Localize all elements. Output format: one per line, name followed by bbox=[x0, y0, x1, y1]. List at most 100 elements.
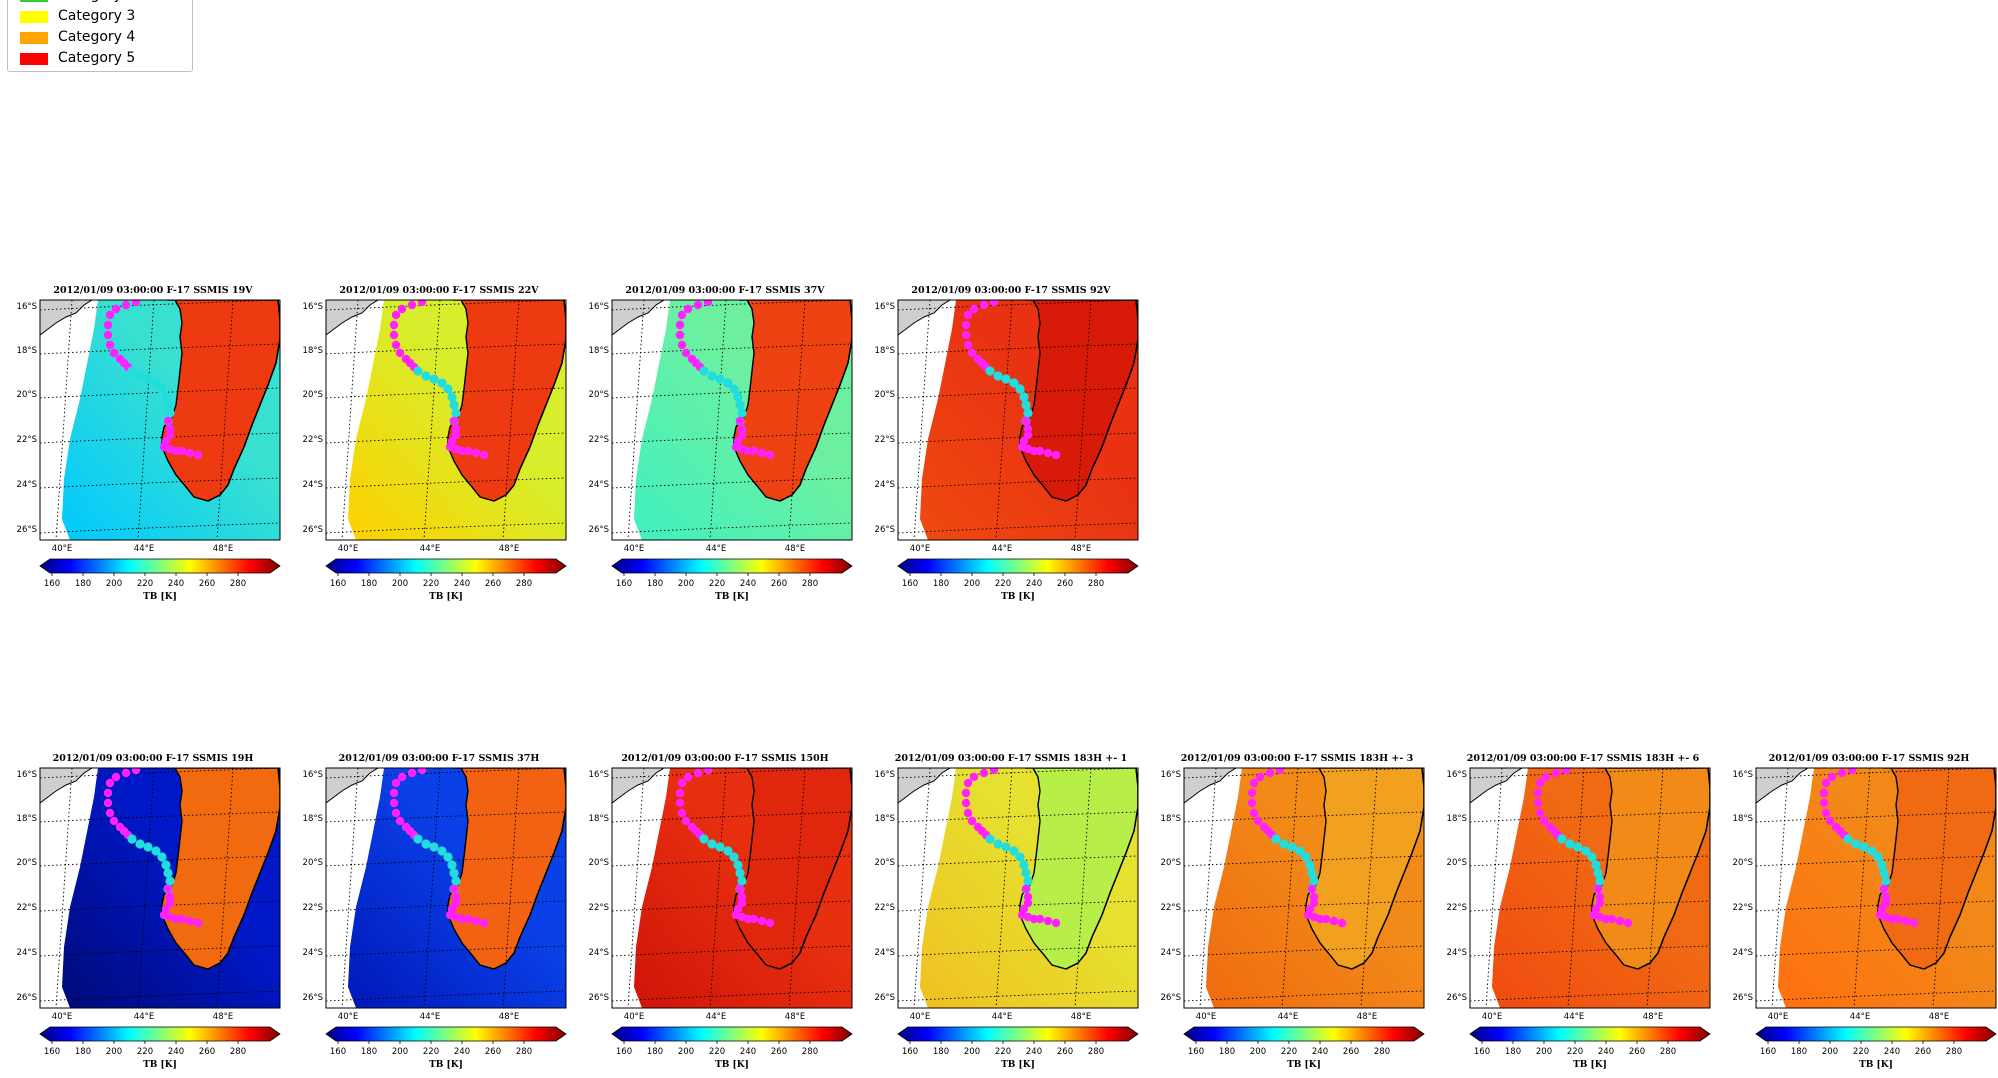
colorbar-tick-label: 280 bbox=[230, 1047, 246, 1057]
lat-label: 16°S bbox=[875, 302, 895, 312]
colorbar-label: TB [K] bbox=[143, 1060, 177, 1070]
lon-label: 44°E bbox=[1564, 1012, 1584, 1022]
lat-label: 26°S bbox=[303, 993, 323, 1003]
panel-title: 2012/01/09 03:00:00 F-17 SSMIS 183H +- 6 bbox=[1467, 753, 1700, 764]
legend-swatch bbox=[20, 0, 48, 2]
colorbar-tick-label: 220 bbox=[1281, 1047, 1297, 1057]
map-area bbox=[326, 768, 566, 1008]
map-area bbox=[326, 300, 566, 540]
lon-label: 40°E bbox=[910, 544, 930, 554]
category-legend: Category 2 Category 3 Category 4 Category 5 bbox=[7, 0, 193, 72]
panel-title: 2012/01/09 03:00:00 F-17 SSMIS 37H bbox=[339, 753, 540, 764]
lat-label: 26°S bbox=[17, 525, 37, 535]
lat-label: 22°S bbox=[1733, 903, 1753, 913]
legend-item: Category 2 bbox=[14, 0, 189, 4]
colorbar-tick-label: 280 bbox=[516, 1047, 532, 1057]
colorbar-tick-label: 200 bbox=[964, 579, 980, 589]
lon-label: 40°E bbox=[338, 544, 358, 554]
colorbar-tick-label: 280 bbox=[1660, 1047, 1676, 1057]
lon-label: 44°E bbox=[706, 544, 726, 554]
lat-label: 16°S bbox=[1733, 770, 1753, 780]
colorbar-tick-label: 260 bbox=[1629, 1047, 1645, 1057]
colorbar-tick-label: 160 bbox=[330, 1047, 346, 1057]
colorbar bbox=[39, 1026, 281, 1042]
map-panel-svg: 2012/01/09 03:00:00 F-17 SSMIS 183H +- 1… bbox=[875, 753, 1139, 1070]
lat-label: 20°S bbox=[17, 390, 37, 400]
legend-label: Category 4 bbox=[58, 29, 136, 45]
lon-label: 40°E bbox=[52, 544, 72, 554]
storm-track bbox=[1819, 768, 1919, 928]
lon-label: 40°E bbox=[910, 1012, 930, 1022]
lat-label: 24°S bbox=[17, 948, 37, 958]
map-panel: 2012/01/09 03:00:00 F-17 SSMIS 92H 16°S 18… bbox=[1726, 747, 1998, 1073]
lat-label: 26°S bbox=[875, 525, 895, 535]
storm-track bbox=[103, 768, 203, 928]
lat-label: 20°S bbox=[589, 858, 609, 868]
lat-label: 26°S bbox=[303, 525, 323, 535]
lat-label: 18°S bbox=[17, 814, 37, 824]
lat-label: 22°S bbox=[589, 435, 609, 445]
lat-label: 18°S bbox=[303, 814, 323, 824]
map-area bbox=[40, 768, 280, 1008]
panel-title: 2012/01/09 03:00:00 F-17 SSMIS 92H bbox=[1769, 753, 1970, 764]
colorbar-tick-label: 240 bbox=[740, 1047, 756, 1057]
map-area bbox=[898, 300, 1138, 540]
colorbar-label: TB [K] bbox=[715, 592, 749, 602]
lat-label: 24°S bbox=[1733, 948, 1753, 958]
colorbar-tick-label: 240 bbox=[1312, 1047, 1328, 1057]
legend-label: Category 5 bbox=[58, 50, 136, 66]
legend-item: Category 4 bbox=[14, 29, 189, 46]
lat-label: 20°S bbox=[303, 858, 323, 868]
colorbar-tick-label: 160 bbox=[1188, 1047, 1204, 1057]
lon-label: 48°E bbox=[1357, 1012, 1377, 1022]
lat-label: 18°S bbox=[1733, 814, 1753, 824]
map-area bbox=[40, 300, 280, 540]
colorbar-tick-label: 200 bbox=[1536, 1047, 1552, 1057]
lat-label: 24°S bbox=[17, 480, 37, 490]
colorbar-tick-label: 200 bbox=[106, 1047, 122, 1057]
lon-label: 44°E bbox=[134, 1012, 154, 1022]
colorbar-tick-label: 160 bbox=[44, 1047, 60, 1057]
panel-title: 2012/01/09 03:00:00 F-17 SSMIS 19H bbox=[53, 753, 254, 764]
colorbar-tick-label: 280 bbox=[230, 579, 246, 589]
lat-label: 16°S bbox=[17, 302, 37, 312]
lat-label: 22°S bbox=[875, 435, 895, 445]
map-area bbox=[1470, 768, 1710, 1008]
lat-label: 24°S bbox=[1447, 948, 1467, 958]
map-area bbox=[612, 300, 852, 540]
lat-label: 26°S bbox=[1161, 993, 1181, 1003]
map-panel: 2012/01/09 03:00:00 F-17 SSMIS 37V 16°S 18… bbox=[582, 279, 868, 605]
colorbar-tick-label: 240 bbox=[168, 1047, 184, 1057]
map-panel-svg: 2012/01/09 03:00:00 F-17 SSMIS 150H 16°S 1… bbox=[589, 753, 853, 1070]
colorbar-tick-label: 180 bbox=[361, 579, 377, 589]
lon-label: 48°E bbox=[785, 544, 805, 554]
colorbar-tick-label: 240 bbox=[1026, 1047, 1042, 1057]
map-panel: 2012/01/09 03:00:00 F-17 SSMIS 183H +- 1… bbox=[868, 747, 1154, 1073]
colorbar-label: TB [K] bbox=[715, 1060, 749, 1070]
colorbar-tick-label: 220 bbox=[1853, 1047, 1869, 1057]
lon-label: 44°E bbox=[992, 544, 1012, 554]
lat-label: 24°S bbox=[589, 948, 609, 958]
lat-label: 22°S bbox=[17, 903, 37, 913]
storm-track bbox=[103, 300, 203, 460]
lat-label: 18°S bbox=[875, 814, 895, 824]
colorbar-label: TB [K] bbox=[429, 1060, 463, 1070]
legend-swatch bbox=[20, 11, 48, 23]
colorbar bbox=[325, 558, 567, 574]
colorbar-label: TB [K] bbox=[143, 592, 177, 602]
map-area bbox=[1756, 768, 1996, 1008]
colorbar-tick-label: 260 bbox=[1057, 1047, 1073, 1057]
lon-label: 40°E bbox=[1482, 1012, 1502, 1022]
colorbar bbox=[1183, 1026, 1425, 1042]
colorbar-tick-label: 220 bbox=[137, 579, 153, 589]
lat-label: 20°S bbox=[875, 390, 895, 400]
storm-track bbox=[1533, 768, 1633, 928]
colorbar-tick-label: 280 bbox=[802, 1047, 818, 1057]
lat-label: 24°S bbox=[303, 948, 323, 958]
colorbar-tick-label: 240 bbox=[1598, 1047, 1614, 1057]
lat-label: 20°S bbox=[1733, 858, 1753, 868]
colorbar-tick-label: 180 bbox=[75, 1047, 91, 1057]
colorbar-tick-label: 200 bbox=[106, 579, 122, 589]
map-panel-svg: 2012/01/09 03:00:00 F-17 SSMIS 92H 16°S 18… bbox=[1733, 753, 1997, 1070]
lat-label: 22°S bbox=[1447, 903, 1467, 913]
